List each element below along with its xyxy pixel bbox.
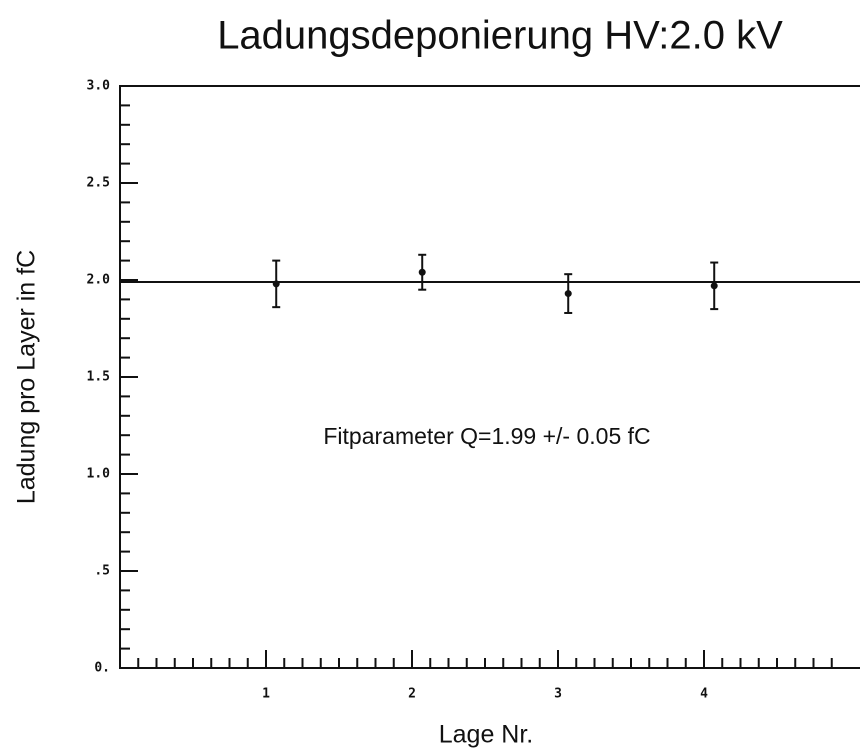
data-point [418,268,426,276]
chart-title: Ladungsdeponierung HV:2.0 kV [217,14,783,58]
y-axis-label: Ladung pro Layer in fC [13,250,41,504]
y-tick-label: 0. [94,661,110,676]
x-axis-label: Lage Nr. [439,721,534,749]
y-tick-label: 1.0 [87,467,111,482]
plot-frame [119,85,860,669]
y-tick-label: .5 [94,564,110,579]
x-tick-label: 1 [262,687,270,702]
annotation: Fitparameter Q=1.99 +/- 0.05 fC [323,423,650,449]
data-point [710,282,718,290]
y-tick-label: 2.5 [87,176,110,191]
y-tick-label: 1.5 [87,370,110,385]
x-tick-label: 3 [554,687,562,702]
x-tick-label: 4 [700,687,708,702]
x-tick-label: 2 [408,687,416,702]
y-tick-label: 3.0 [87,79,111,94]
data-point [564,290,572,298]
data-point [272,280,280,288]
y-tick-label: 2.0 [87,273,111,288]
